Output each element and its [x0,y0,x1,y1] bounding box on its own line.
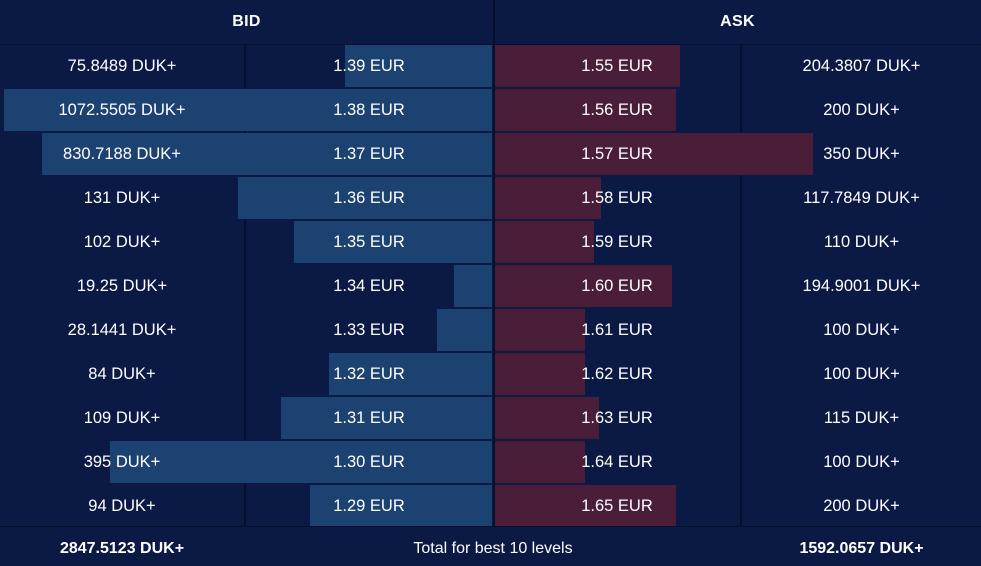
ask-quantity: 350 DUK+ [823,145,900,163]
bid-depth-bar [454,265,492,307]
bid-price: 1.30 EUR [333,453,405,471]
ask-price: 1.60 EUR [581,277,653,295]
bid-price: 1.32 EUR [333,365,405,383]
ask-price: 1.64 EUR [581,453,653,471]
ask-quantity: 110 DUK+ [823,233,900,251]
ask-quantity: 204.3807 DUK+ [802,57,921,75]
ask-quantity: 100 DUK+ [823,453,900,471]
bid-header: BID [232,13,261,30]
ask-depth-bar [495,397,599,439]
bid-quantity: 109 DUK+ [83,409,161,427]
ask-price: 1.57 EUR [581,145,653,163]
order-book-row[interactable]: 131 DUK+ 1.36 EUR 1.58 EUR 117.7849 DUK+ [0,177,981,219]
ask-quantity: 100 DUK+ [823,365,900,383]
bid-depth-bar [4,89,492,131]
bid-price: 1.29 EUR [333,497,405,515]
ask-column-divider [740,44,742,526]
ask-price: 1.61 EUR [581,321,653,339]
bid-depth-bar [437,309,492,351]
order-book-row[interactable]: 28.1441 DUK+ 1.33 EUR 1.61 EUR 100 DUK+ [0,309,981,351]
ask-quantity: 200 DUK+ [823,497,900,515]
ask-quantity: 117.7849 DUK+ [803,189,920,207]
bid-quantity: 84 DUK+ [88,365,156,383]
order-book-row[interactable]: 1072.5505 DUK+ 1.38 EUR 1.56 EUR 200 DUK+ [0,89,981,131]
bid-price: 1.36 EUR [333,189,405,207]
order-book-header: BID ASK [0,0,981,45]
bid-depth-bar [345,45,492,87]
bid-total: 2847.5123 DUK+ [59,540,185,557]
ask-price: 1.55 EUR [581,57,653,75]
order-book-row[interactable]: 109 DUK+ 1.31 EUR 1.63 EUR 115 DUK+ [0,397,981,439]
bid-quantity: 131 DUK+ [83,189,161,207]
ask-price: 1.63 EUR [581,409,653,427]
bid-quantity: 28.1441 DUK+ [67,321,177,339]
ask-depth-bar [495,309,585,351]
ask-quantity: 200 DUK+ [823,101,900,119]
center-divider [493,0,495,526]
ask-depth-bar [495,89,676,131]
bid-depth-bar [329,353,492,395]
ask-price: 1.58 EUR [581,189,653,207]
ask-depth-bar [495,485,676,527]
ask-depth-bar [495,221,594,263]
bid-depth-bar [110,441,492,483]
bid-quantity: 395 DUK+ [83,453,161,471]
order-book-row[interactable]: 395 DUK+ 1.30 EUR 1.64 EUR 100 DUK+ [0,441,981,483]
bid-price: 1.35 EUR [333,233,405,251]
bid-quantity: 75.8489 DUK+ [67,57,177,75]
order-book-row[interactable]: 102 DUK+ 1.35 EUR 1.59 EUR 110 DUK+ [0,221,981,263]
ask-quantity: 100 DUK+ [823,321,900,339]
bid-depth-bar [42,133,492,175]
order-book-row[interactable]: 84 DUK+ 1.32 EUR 1.62 EUR 100 DUK+ [0,353,981,395]
ask-depth-bar [495,133,813,175]
bid-quantity: 19.25 DUK+ [76,277,168,295]
bid-price: 1.39 EUR [333,57,405,75]
ask-depth-bar [495,45,680,87]
bid-column-divider [244,44,246,526]
ask-total: 1592.0657 DUK+ [799,540,924,557]
bid-price: 1.34 EUR [333,277,405,295]
ask-price: 1.65 EUR [581,497,653,515]
bid-quantity: 102 DUK+ [83,233,161,251]
bid-depth-bar [310,485,492,527]
bid-depth-bar [294,221,492,263]
ask-price: 1.56 EUR [581,101,653,119]
bid-quantity: 830.7188 DUK+ [63,145,181,163]
ask-depth-bar [495,353,585,395]
ask-depth-bar [495,265,672,307]
ask-quantity: 194.9001 DUK+ [802,277,921,295]
order-book-row[interactable]: 830.7188 DUK+ 1.37 EUR 1.57 EUR 350 DUK+ [0,133,981,175]
bid-quantity: 94 DUK+ [88,497,156,515]
order-book-row[interactable]: 94 DUK+ 1.29 EUR 1.65 EUR 200 DUK+ [0,485,981,527]
ask-quantity: 115 DUK+ [823,409,900,427]
bid-price: 1.37 EUR [333,145,405,163]
order-book-footer: 2847.5123 DUK+ Total for best 10 levels … [0,526,981,566]
bid-depth-bar [238,177,492,219]
bid-price: 1.31 EUR [333,409,405,427]
bid-depth-bar [281,397,492,439]
order-book-row[interactable]: 19.25 DUK+ 1.34 EUR 1.60 EUR 194.9001 DUK+ [0,265,981,307]
ask-price: 1.59 EUR [581,233,653,251]
order-book-row[interactable]: 75.8489 DUK+ 1.39 EUR 1.55 EUR 204.3807 DUK… [0,45,981,87]
total-label: Total for best 10 levels [413,540,573,557]
ask-header: ASK [720,13,755,30]
ask-depth-bar [495,177,601,219]
bid-price: 1.38 EUR [333,101,405,119]
ask-price: 1.62 EUR [581,365,653,383]
bid-price: 1.33 EUR [333,321,405,339]
ask-depth-bar [495,441,585,483]
bid-quantity: 1072.5505 DUK+ [58,101,186,119]
